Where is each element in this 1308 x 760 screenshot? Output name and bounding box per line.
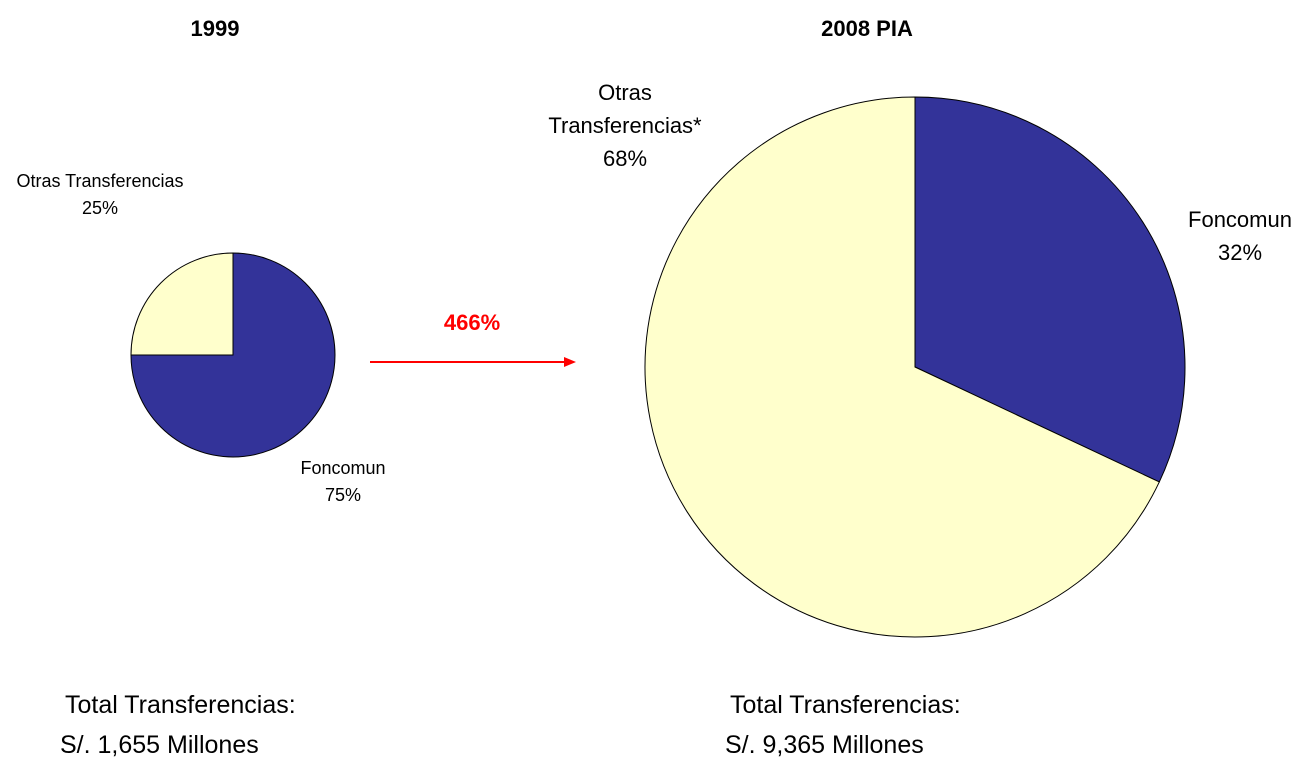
chart-title: 2008 PIA — [821, 16, 913, 41]
arrow-head — [564, 357, 576, 367]
total-value: S/. 9,365 Millones — [725, 731, 924, 759]
slice-label: Otras Transferencias 25% — [5, 168, 195, 222]
pie-slice — [130, 252, 234, 356]
total-label: Total Transferencias: — [730, 691, 961, 719]
pie-slice — [914, 96, 1186, 483]
category-label: Foncomun — [300, 458, 386, 478]
category-label: Otras Transferencias* — [548, 80, 702, 138]
pie-slice — [130, 252, 336, 458]
category-label: Foncomun — [1188, 207, 1292, 232]
value-label: 68% — [602, 146, 648, 171]
growth-label: 466% — [443, 310, 501, 335]
category-label: Otras Transferencias — [16, 171, 184, 191]
value-label: 32% — [1217, 240, 1263, 265]
slice-label: Foncomun 32% — [1160, 203, 1308, 269]
chart-title: 1999 — [190, 16, 240, 41]
pie-slice — [644, 96, 1160, 638]
total-label: Total Transferencias: — [65, 691, 296, 719]
slice-label: Otras Transferencias* 68% — [525, 76, 725, 175]
total-value: S/. 1,655 Millones — [60, 731, 259, 759]
value-label: 75% — [324, 485, 362, 505]
value-label: 25% — [81, 198, 119, 218]
slice-label: Foncomun 75% — [263, 455, 423, 509]
